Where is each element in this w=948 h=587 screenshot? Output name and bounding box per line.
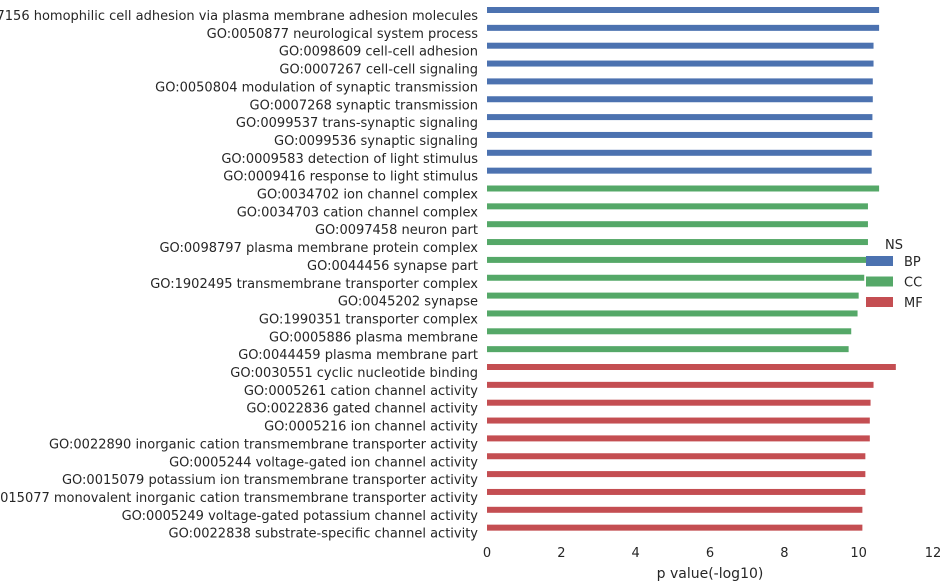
category-label: GO:0005261 cation channel activity bbox=[244, 384, 478, 399]
category-label: GO:0050877 neurological system process bbox=[207, 27, 479, 42]
category-label: GO:0005886 plasma membrane bbox=[269, 330, 478, 345]
category-label: GO:0097458 neuron part bbox=[315, 223, 478, 238]
x-axis-label: p value(-log10) bbox=[657, 566, 764, 582]
category-label: GO:0007267 cell-cell signaling bbox=[279, 63, 478, 78]
category-label: GO:0007156 homophilic cell adhesion via … bbox=[0, 9, 478, 24]
legend-swatch-mf bbox=[866, 297, 893, 307]
category-label: GO:0045202 synapse bbox=[338, 295, 478, 310]
bar bbox=[487, 399, 871, 406]
category-label: GO:0030551 cyclic nucleotide binding bbox=[230, 366, 478, 381]
category-label: GO:0009583 detection of light stimulus bbox=[221, 152, 478, 167]
category-label: GO:0005249 voltage-gated potassium chann… bbox=[122, 509, 479, 524]
category-label: GO:0007268 synaptic transmission bbox=[250, 98, 478, 113]
bar bbox=[487, 453, 866, 460]
legend-entries: BP CC MF bbox=[866, 255, 923, 311]
bar bbox=[487, 149, 872, 156]
category-label: GO:0099536 synaptic signaling bbox=[274, 134, 478, 149]
legend-label-mf: MF bbox=[904, 296, 923, 311]
category-label: GO:1990351 transporter complex bbox=[259, 312, 478, 327]
category-labels: GO:0007156 homophilic cell adhesion via … bbox=[0, 9, 478, 542]
bar bbox=[487, 274, 865, 281]
bar bbox=[487, 60, 874, 67]
x-tick-label: 6 bbox=[706, 546, 714, 561]
x-tick-label: 12 bbox=[925, 546, 942, 561]
bar bbox=[487, 167, 872, 174]
category-label: GO:0022836 gated channel activity bbox=[246, 402, 478, 417]
bar bbox=[487, 328, 852, 335]
x-tick-label: 0 bbox=[483, 546, 491, 561]
category-label: GO:0050804 modulation of synaptic transm… bbox=[155, 80, 478, 95]
category-label: GO:0098797 plasma membrane protein compl… bbox=[159, 241, 478, 256]
category-label: GO:0022838 substrate-specific channel ac… bbox=[169, 527, 479, 542]
category-label: GO:0034703 cation channel complex bbox=[237, 205, 479, 220]
bar bbox=[487, 185, 880, 192]
legend-title: NS bbox=[885, 238, 903, 253]
x-tick-labels: 0 2 4 6 8 10 12 bbox=[483, 546, 941, 561]
category-label: GO:0034702 ion channel complex bbox=[257, 188, 478, 203]
category-label: GO:0044459 plasma membrane part bbox=[238, 348, 478, 363]
legend-swatch-cc bbox=[866, 276, 893, 287]
bar bbox=[487, 381, 874, 388]
x-tick-label: 2 bbox=[557, 546, 565, 561]
x-tick-label: 10 bbox=[850, 546, 867, 561]
bar bbox=[487, 488, 866, 495]
bar bbox=[487, 435, 870, 442]
bar bbox=[487, 471, 866, 478]
bar bbox=[487, 221, 868, 228]
category-label: GO:0098609 cell-cell adhesion bbox=[279, 45, 478, 60]
bar bbox=[487, 78, 873, 85]
category-label: GO:0005244 voltage-gated ion channel act… bbox=[169, 455, 478, 470]
bar bbox=[487, 346, 849, 353]
x-tick-label: 4 bbox=[632, 546, 640, 561]
category-label: GO:0015077 monovalent inorganic cation t… bbox=[0, 491, 478, 506]
bar bbox=[487, 96, 873, 103]
bar bbox=[487, 524, 863, 531]
bar bbox=[487, 310, 858, 317]
bar bbox=[487, 131, 873, 138]
category-label: GO:0099537 trans-synaptic signaling bbox=[236, 116, 478, 131]
legend-label-bp: BP bbox=[904, 255, 921, 270]
legend-swatch-bp bbox=[866, 256, 893, 266]
bar bbox=[487, 7, 880, 13]
legend-label-cc: CC bbox=[904, 276, 922, 291]
bar bbox=[487, 203, 868, 210]
legend: NS BP CC MF bbox=[866, 238, 923, 311]
category-label: GO:0015079 potassium ion transmembrane t… bbox=[62, 473, 478, 488]
category-label: GO:0022890 inorganic cation transmembran… bbox=[49, 437, 478, 452]
category-label: GO:0005216 ion channel activity bbox=[264, 420, 478, 435]
category-label: GO:1902495 transmembrane transporter com… bbox=[150, 277, 478, 292]
bar bbox=[487, 114, 873, 121]
bar bbox=[487, 256, 867, 263]
bar bbox=[487, 417, 870, 424]
bar bbox=[487, 239, 868, 246]
bar bbox=[487, 292, 859, 299]
category-label: GO:0009416 response to light stimulus bbox=[223, 170, 478, 185]
bar bbox=[487, 24, 880, 31]
bar bbox=[487, 364, 896, 370]
bar bbox=[487, 506, 863, 513]
x-tick-label: 8 bbox=[780, 546, 788, 561]
category-label: GO:0044456 synapse part bbox=[307, 259, 478, 274]
bars-group bbox=[487, 7, 896, 531]
bar bbox=[487, 42, 874, 49]
